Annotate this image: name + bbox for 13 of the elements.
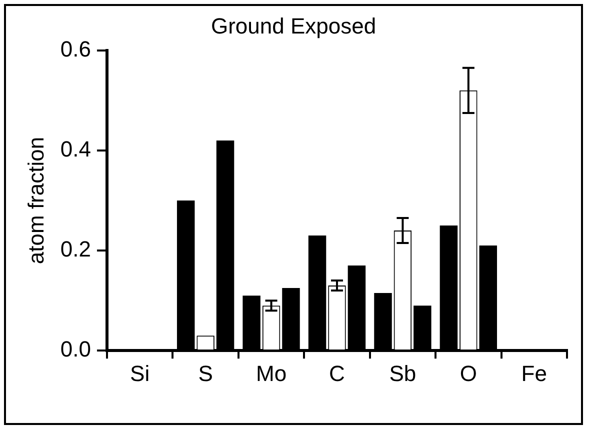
chart-title: Ground Exposed bbox=[210, 13, 376, 38]
y-tick-label: 0.6 bbox=[60, 36, 91, 62]
x-tick-label: Si bbox=[130, 360, 150, 386]
x-tick-label: Mo bbox=[256, 360, 287, 386]
x-tick-label: C bbox=[329, 360, 346, 386]
x-tick-label: O bbox=[460, 360, 477, 386]
y-tick-label: 0.2 bbox=[60, 236, 91, 262]
y-axis-title: atom fraction bbox=[23, 136, 48, 264]
x-tick-label: S bbox=[198, 360, 213, 386]
x-tick-label: Fe bbox=[521, 360, 547, 386]
x-tick-label: Sb bbox=[389, 360, 416, 386]
y-tick-label: 0.4 bbox=[60, 136, 91, 162]
y-tick-label: 0.0 bbox=[60, 336, 91, 362]
